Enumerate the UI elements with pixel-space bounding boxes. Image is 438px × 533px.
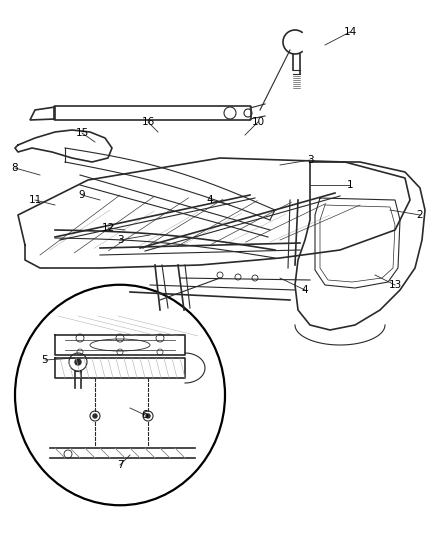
Text: 7: 7: [117, 460, 124, 470]
Circle shape: [75, 359, 81, 365]
Text: 5: 5: [42, 355, 48, 365]
Text: 3: 3: [117, 235, 124, 245]
Text: 14: 14: [343, 27, 357, 37]
Text: 4: 4: [207, 195, 213, 205]
Text: 9: 9: [79, 190, 85, 200]
Text: 12: 12: [101, 223, 115, 233]
Text: 2: 2: [417, 210, 423, 220]
Text: 13: 13: [389, 280, 402, 290]
Text: 8: 8: [12, 163, 18, 173]
Circle shape: [146, 414, 150, 418]
Text: 4: 4: [302, 285, 308, 295]
Text: 11: 11: [28, 195, 42, 205]
Text: 1: 1: [347, 180, 353, 190]
Text: 6: 6: [141, 410, 148, 420]
Text: 3: 3: [307, 155, 313, 165]
Text: 15: 15: [75, 128, 88, 138]
Text: 10: 10: [251, 117, 265, 127]
Circle shape: [93, 414, 97, 418]
Text: 16: 16: [141, 117, 155, 127]
